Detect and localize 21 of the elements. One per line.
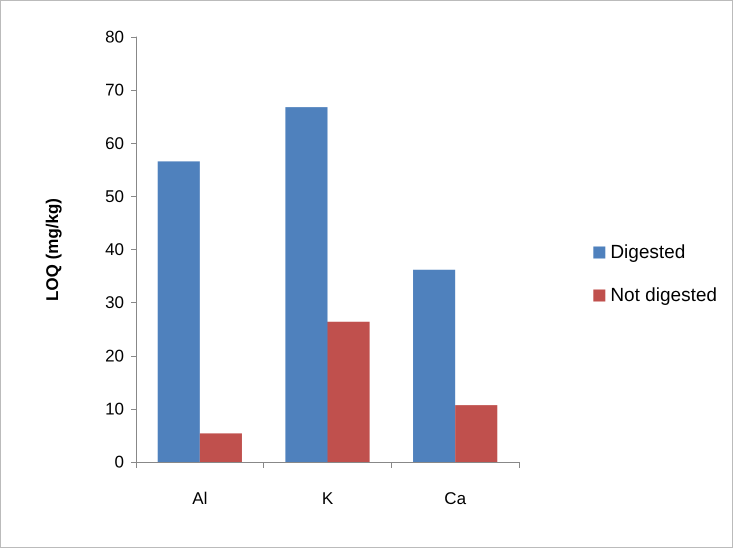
bar <box>328 322 370 462</box>
bar <box>200 433 242 462</box>
legend-label: Not digested <box>610 285 718 306</box>
y-tick-label: 80 <box>105 28 124 46</box>
y-tick-label: 50 <box>105 186 124 206</box>
bar <box>413 270 456 462</box>
y-tick-label: 20 <box>105 346 124 366</box>
legend-label: Digested <box>610 242 686 263</box>
bar <box>285 107 328 462</box>
x-tick-label: Al <box>192 489 208 508</box>
y-tick-label: 70 <box>105 80 124 100</box>
y-tick-label: 0 <box>114 452 124 472</box>
x-tick-label: Ca <box>444 489 467 508</box>
y-axis-title: LOQ (mg/kg) <box>43 198 62 301</box>
y-tick-label: 60 <box>105 134 124 153</box>
x-tick-label: K <box>322 489 334 508</box>
y-tick-label: 30 <box>105 293 124 312</box>
bar <box>158 161 200 462</box>
bar <box>455 405 498 462</box>
y-tick-label: 40 <box>105 240 124 259</box>
y-tick-label: 10 <box>105 399 124 418</box>
